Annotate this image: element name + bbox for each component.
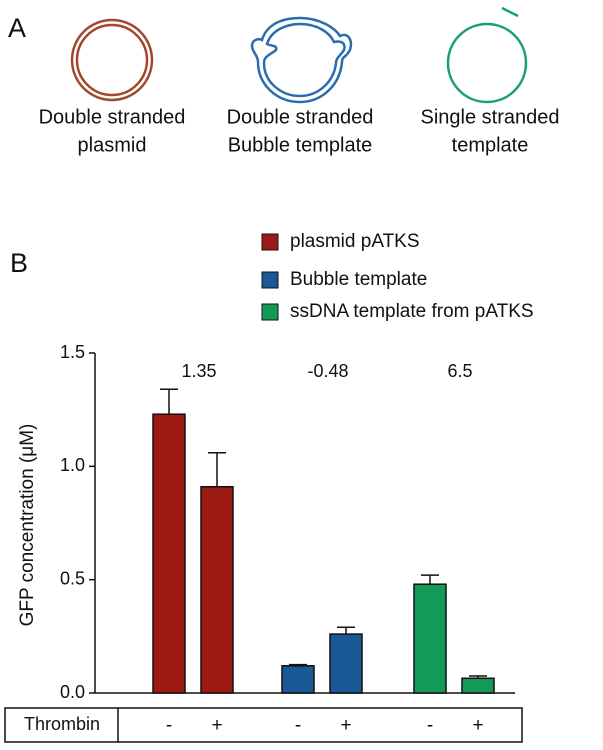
panel-label: B	[10, 248, 28, 278]
row-label: Thrombin	[24, 714, 100, 734]
annotation: 1.35	[181, 361, 216, 381]
ssdna-icon	[446, 6, 528, 104]
legend-swatch	[261, 233, 279, 251]
bubble-icon	[250, 16, 353, 104]
y-tick-label: 0.0	[60, 682, 85, 702]
bar	[329, 633, 363, 694]
template-label: Double stranded	[227, 106, 374, 128]
y-axis-label: GFP concentration (μM)	[17, 424, 38, 627]
legend-label: Bubble template	[290, 269, 427, 290]
annotation: -0.48	[307, 361, 348, 381]
bar	[281, 665, 315, 694]
template-label: plasmid	[78, 134, 147, 156]
template-label: template	[452, 134, 529, 156]
template-label: Bubble template	[228, 134, 373, 156]
thrombin-label: -	[427, 715, 433, 736]
y-tick-label: 0.5	[60, 568, 85, 588]
thrombin-label: -	[166, 715, 172, 736]
y-tick-label: 1.0	[60, 455, 85, 475]
thrombin-label: +	[472, 715, 483, 736]
legend-label: plasmid pATKS	[290, 231, 420, 252]
annotation: 6.5	[447, 361, 472, 381]
bar	[152, 413, 186, 694]
bar	[200, 485, 234, 694]
thrombin-label: +	[211, 715, 222, 736]
thrombin-row	[4, 707, 523, 743]
template-label: Single stranded	[421, 106, 560, 128]
thrombin-label: +	[340, 715, 351, 736]
legend-label: ssDNA template from pATKS	[290, 301, 534, 322]
thrombin-label: -	[295, 715, 301, 736]
legend-swatch	[261, 271, 279, 289]
panel-label: A	[8, 13, 26, 43]
legend-swatch	[261, 303, 279, 321]
bar	[413, 583, 447, 694]
plasmid-icon	[70, 18, 154, 102]
template-label: Double stranded	[39, 106, 186, 128]
bar	[461, 677, 495, 694]
y-tick-label: 1.5	[60, 342, 85, 362]
